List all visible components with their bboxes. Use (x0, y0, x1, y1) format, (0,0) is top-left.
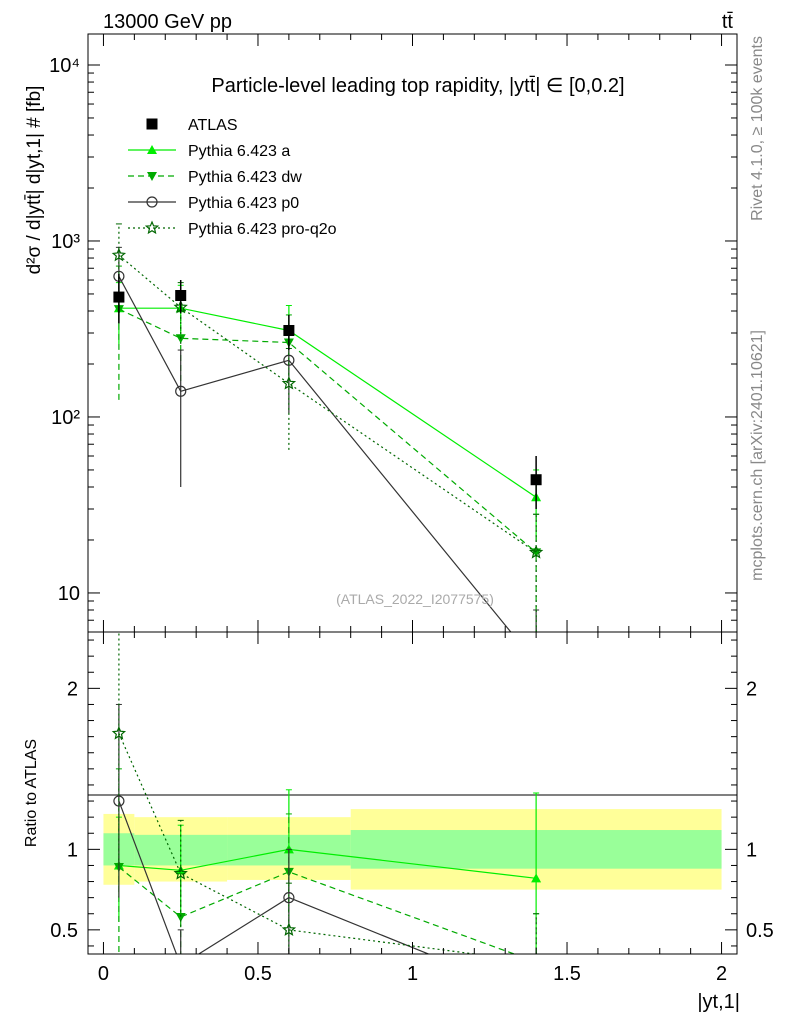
legend-marker-dw (147, 172, 157, 181)
point-proq2o (528, 544, 544, 559)
ratio-panel: 0.5 0.5 1 1 2 2 0 0.5 1 1.5 2 Ratio to ATLAS |yt,1… (23, 631, 774, 1013)
process-label: tt̄ (722, 11, 734, 33)
x-tick-label: 0 (98, 963, 109, 985)
point-dw (531, 958, 541, 967)
legend-label-data: ATLAS (188, 117, 238, 134)
point-proq2o (111, 725, 127, 740)
series-dw (113, 265, 542, 632)
point-proq2o (173, 865, 188, 880)
y-tick-label: 10⁴ (49, 55, 80, 77)
point-proq2o (281, 375, 297, 390)
y-tick-label: 10² (51, 407, 80, 429)
legend: ATLAS Pythia 6.423 a Pythia 6.423 dw Pythia… (128, 117, 337, 238)
legend-label-a: Pythia 6.423 a (188, 143, 290, 160)
series-line-proq2o (118, 733, 480, 954)
main-panel: 10 10² 10³ 10⁴ Particle-level leading top r… (24, 33, 738, 668)
watermark: (ATLAS_2022_I2077575) (336, 591, 494, 607)
series-line-dw (118, 308, 537, 553)
mcplots-label: mcplots.cern.ch [arXiv:2401.10621] (749, 330, 766, 581)
ratio-y-tick-label-right: 1 (746, 839, 757, 861)
ratio-ylabel: Ratio to ATLAS (23, 739, 40, 847)
legend-label-dw: Pythia 6.423 dw (188, 169, 302, 186)
legend-marker-p0 (146, 196, 158, 208)
point-atlas (530, 474, 542, 486)
x-tick-label: 1 (407, 963, 418, 985)
series-a (113, 282, 542, 540)
series-line-proq2o (118, 254, 537, 553)
x-tick-label: 0.5 (244, 963, 272, 985)
point-proq2o (281, 922, 297, 936)
point-p0 (283, 892, 295, 904)
beam-label: 13000 GeV pp (103, 11, 232, 33)
point-proq2o (530, 956, 541, 967)
series-proq2o (111, 632, 541, 967)
point-p0 (531, 992, 541, 1002)
ratio-y-tick-label: 0.5 (50, 920, 78, 942)
x-tick-label: 2 (716, 963, 727, 985)
series-proq2o (111, 223, 544, 632)
series-atlas (113, 273, 542, 509)
legend-marker-proq2o (144, 220, 160, 235)
point-dw (175, 912, 186, 922)
y-tick-label: 10³ (51, 231, 80, 253)
point-p0 (176, 960, 186, 970)
ratio-frame (87, 631, 738, 955)
series-p0 (113, 703, 541, 1002)
legend-marker-atlas (146, 118, 158, 130)
y-tick-label: 10 (58, 583, 80, 605)
ratio-y-tick-label-right: 2 (746, 678, 757, 700)
point-atlas (113, 291, 125, 303)
legend-label-p0: Pythia 6.423 p0 (188, 195, 299, 212)
x-axis-label: |yt,1| (697, 991, 740, 1013)
ratio-y-tick-label-right: 0.5 (746, 920, 774, 942)
legend-label-proq2o: Pythia 6.423 pro-q2o (188, 221, 337, 238)
main-frame (87, 33, 738, 633)
ratio-y-tick-label: 1 (67, 839, 78, 861)
series-p0 (113, 246, 541, 668)
series-line-a (118, 848, 537, 879)
x-tick-label: 1.5 (553, 963, 581, 985)
series-line-a (118, 307, 537, 498)
point-p0 (283, 354, 295, 366)
point-atlas (175, 290, 187, 302)
main-ylabel: d²σ / d|ytt̄| d|yt,1| # [fb] (24, 86, 45, 275)
rivet-label: Rivet 4.1.0, ≥ 100k events (749, 36, 766, 221)
ratio-y-tick-label: 2 (67, 678, 78, 700)
series-line-p0 (118, 276, 512, 632)
point-atlas (283, 324, 295, 336)
point-p0 (113, 795, 125, 807)
point-p0 (531, 658, 541, 668)
point-proq2o (111, 247, 127, 262)
main-title: Particle-level leading top rapidity, |yt… (211, 75, 624, 97)
point-p0 (175, 385, 187, 397)
legend-marker-a (147, 145, 157, 154)
point-a (531, 873, 542, 883)
